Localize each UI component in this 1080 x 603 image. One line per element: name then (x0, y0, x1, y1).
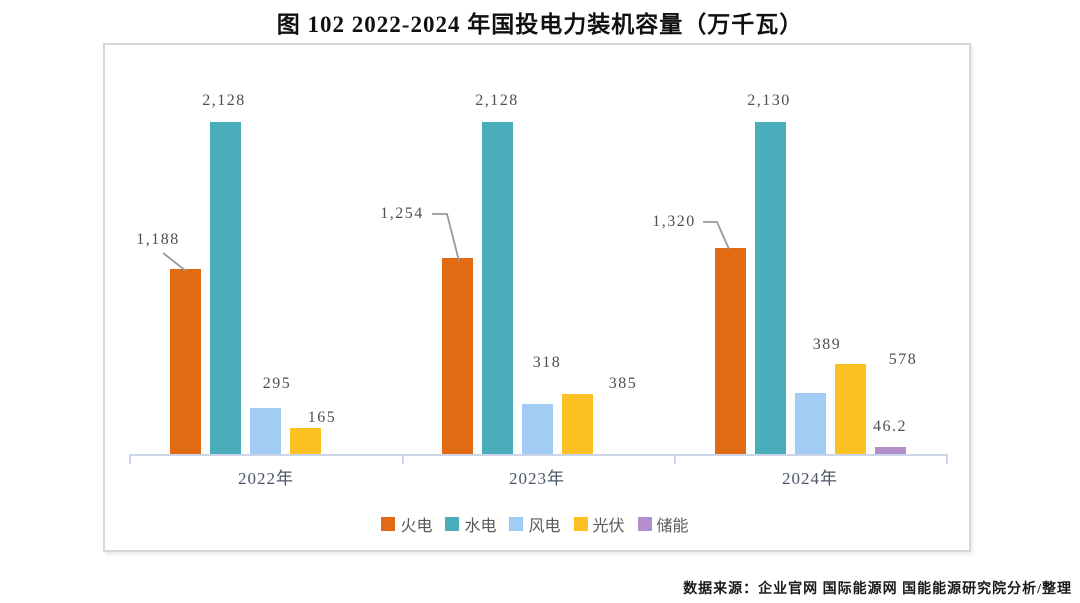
legend-item-solar: 光伏 (573, 512, 625, 536)
value-label-solar-2023年: 385 (608, 375, 638, 392)
bar-wind-2023年 (522, 404, 553, 454)
value-label-wind-2022年: 295 (262, 375, 292, 392)
chart-title: 图 102 2022-2024 年国投电力装机容量（万千瓦） (276, 12, 804, 37)
value-label-solar-2024年: 578 (888, 351, 918, 368)
x-axis-label-2022年: 2022年 (238, 469, 294, 488)
value-label-thermal-2024年: 1,320 (652, 213, 696, 230)
value-label-wind-2024年: 389 (812, 336, 842, 353)
legend-label-thermal: 火电 (400, 518, 433, 535)
legend-swatch-thermal-icon (381, 517, 396, 531)
legend-label-hydro: 水电 (464, 518, 497, 535)
value-label-solar-2022年: 165 (307, 409, 337, 426)
bar-solar-2022年 (290, 428, 321, 454)
x-axis-line (129, 454, 948, 456)
x-axis-label-2024年: 2024年 (782, 469, 838, 488)
value-label-wind-2023年: 318 (532, 354, 562, 371)
legend-item-wind: 风电 (509, 512, 561, 536)
bar-solar-2024年 (835, 364, 866, 454)
bar-hydro-2023年 (482, 122, 513, 454)
bar-thermal-2022年 (170, 269, 201, 454)
legend: 火电 水电 风电 光伏 储能 (103, 512, 967, 536)
x-axis-tick-0 (129, 456, 131, 464)
x-axis-tick-3 (946, 456, 948, 464)
legend-swatch-solar-icon (573, 517, 588, 531)
source-note: 数据来源：企业官网 国际能源网 国能能源研究院分析/整理 (683, 582, 1072, 597)
legend-item-hydro: 水电 (445, 512, 496, 536)
legend-item-thermal: 火电 (381, 512, 432, 536)
value-label-hydro-2022年: 2,128 (202, 92, 246, 109)
legend-label-solar: 光伏 (592, 518, 625, 535)
legend-swatch-wind-icon (509, 517, 524, 531)
legend-label-wind: 风电 (528, 518, 561, 535)
bar-hydro-2024年 (755, 122, 786, 454)
chart-frame (103, 43, 971, 552)
legend-swatch-storage-icon (637, 517, 652, 531)
bar-wind-2024年 (795, 393, 826, 454)
legend-item-storage: 储能 (637, 512, 689, 536)
bar-thermal-2024年 (715, 248, 746, 454)
value-label-hydro-2023年: 2,128 (475, 92, 519, 109)
value-label-hydro-2024年: 2,130 (747, 92, 791, 109)
bar-wind-2022年 (250, 408, 281, 454)
bar-storage-2024年 (875, 447, 906, 454)
value-label-thermal-2023年: 1,254 (380, 205, 424, 222)
x-axis-label-2023年: 2023年 (509, 469, 565, 488)
legend-swatch-hydro-icon (445, 517, 460, 531)
x-axis-tick-2 (674, 456, 676, 464)
x-axis-tick-1 (402, 456, 404, 464)
legend-label-storage: 储能 (656, 518, 689, 535)
value-label-storage-2024年: 46.2 (873, 418, 907, 435)
value-label-thermal-2022年: 1,188 (136, 231, 180, 248)
bar-solar-2023年 (562, 394, 593, 454)
bar-thermal-2023年 (442, 258, 473, 454)
bar-hydro-2022年 (210, 122, 241, 454)
